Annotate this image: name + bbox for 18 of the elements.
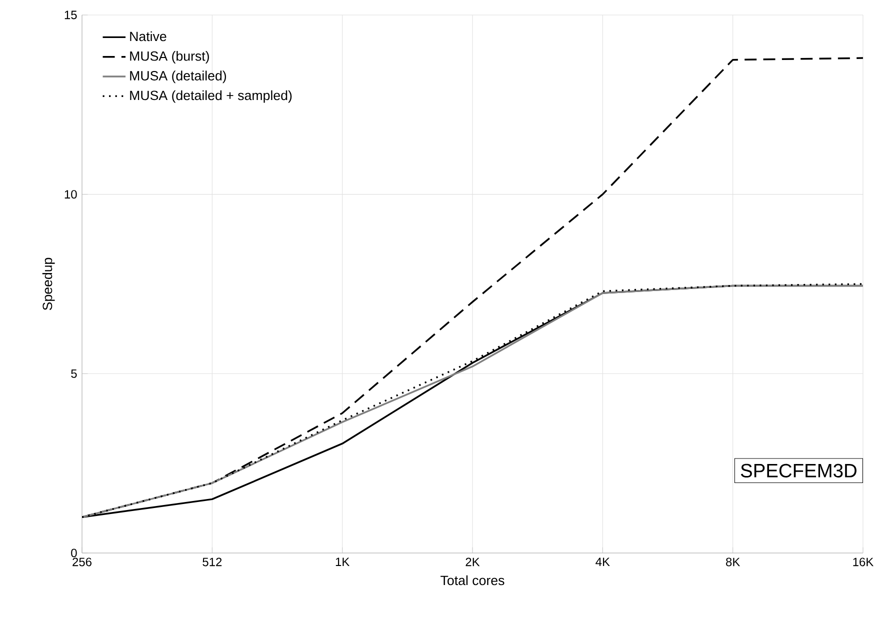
x-tick-label: 2K [466, 558, 480, 566]
x-tick-label: 16K [853, 558, 874, 566]
x-tick-label: 8K [726, 558, 740, 566]
x-axis-title: Total cores [440, 575, 504, 586]
legend-label: MUSA (detailed) [130, 70, 226, 84]
legend-label: MUSA (detailed + sampled) [130, 90, 292, 103]
x-tick-label: 256 [72, 558, 92, 566]
y-tick-label: 15 [64, 10, 77, 20]
annotation: SPECFEM3D [740, 464, 856, 478]
legend-label: Native [130, 31, 166, 42]
y-tick-label: 5 [71, 369, 77, 378]
x-tick-label: 4K [596, 558, 610, 566]
legend-label: MUSA (burst) [130, 51, 209, 64]
y-tick-label: 10 [64, 190, 77, 199]
y-tick-label: 0 [71, 548, 77, 558]
x-tick-label: 512 [202, 558, 222, 566]
y-axis-title: Speedup [42, 258, 55, 310]
x-tick-label: 1K [336, 558, 350, 566]
